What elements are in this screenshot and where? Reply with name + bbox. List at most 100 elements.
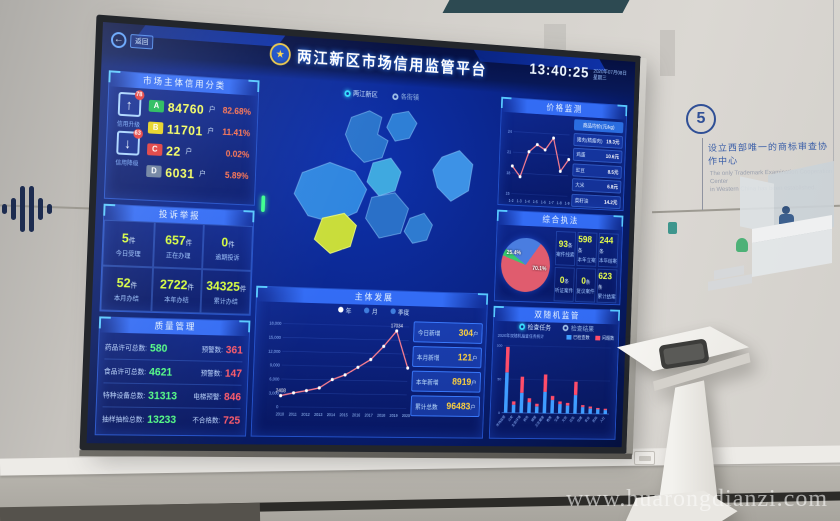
svg-text:1-3: 1-3 (517, 198, 523, 203)
stat-cell: 623条 累计结案 (596, 268, 618, 304)
svg-text:城管: 城管 (530, 414, 537, 422)
svg-text:3,000: 3,000 (269, 390, 280, 395)
complaint-stat: 34325件 累计办结 (200, 268, 252, 315)
stat-cell: 0条 听证案件 (553, 267, 575, 302)
stat-cell: 244条 本年结案 (597, 232, 619, 268)
entity-development-panel: 主体发展 年 月 季度 0 3,000 6,000 9,000 12,000 15,000… (250, 285, 489, 439)
quality-row: 抽样抽检总数: 13233 不合格数: 725 (101, 413, 241, 427)
svg-text:住建: 住建 (576, 415, 583, 423)
center-column: 两江新区 各街镇 (250, 81, 496, 439)
complaints-panel: 投诉举报 5件 今日受理 657件 正在办理 0件 逾期投诉 (99, 204, 255, 316)
legend-checked[interactable]: 已检查数 (566, 334, 590, 341)
price-row[interactable]: 菜籽油 14.2元 (571, 193, 621, 209)
complaint-stat: 657件 正在办理 (152, 222, 205, 269)
svg-text:1-7: 1-7 (549, 200, 555, 205)
svg-text:1-9: 1-9 (565, 201, 571, 206)
stat-pill: 本年新增 8919户 (411, 370, 482, 393)
svg-text:2019: 2019 (389, 413, 398, 418)
wall-line (702, 138, 703, 210)
svg-text:2011: 2011 (289, 412, 298, 417)
price-row[interactable]: 大米 6.8元 (571, 178, 622, 194)
svg-text:2408: 2408 (276, 388, 287, 394)
complaint-stat: 52件 本月办结 (100, 265, 153, 312)
radio-dot-icon (519, 323, 526, 331)
svg-text:1-8: 1-8 (557, 200, 563, 205)
development-stats: 今日新增 304户 本月新增 121户 本年新增 8919户 累计总数 96483户 (410, 318, 483, 421)
svg-text:2012: 2012 (301, 412, 310, 417)
svg-text:100: 100 (497, 343, 504, 348)
mural-accent (668, 222, 677, 234)
price-row[interactable]: 鸡蛋 10.6元 (572, 147, 623, 164)
left-column: 市场主体信用分类 ↑ 78 信用升级 ↓ 63 (94, 70, 260, 437)
svg-text:农业: 农业 (584, 415, 591, 423)
down-arrow-icon: ↓ (124, 135, 132, 152)
svg-text:2016: 2016 (352, 413, 361, 418)
svg-text:应急: 应急 (568, 415, 575, 423)
svg-text:1-2: 1-2 (508, 198, 514, 203)
grade-badge: A (148, 99, 165, 113)
upgrade-badge: 78 (134, 89, 145, 101)
map-toggle-streets[interactable]: 各街镇 (391, 91, 419, 102)
price-list: 商品均价(元/kg) 猪肉(精瘦肉) 19.3元 鸡蛋 10.6元 豇豆 8.5元 大… (571, 119, 624, 210)
legend-quarter[interactable]: 季度 (389, 306, 410, 316)
up-arrow-icon: ↑ (125, 96, 133, 113)
svg-text:民政: 民政 (591, 415, 598, 423)
svg-text:18,000: 18,000 (269, 321, 282, 326)
price-list-header: 商品均价(元/kg) (573, 119, 624, 134)
radio-dot-icon (343, 89, 351, 97)
svg-text:6,000: 6,000 (269, 376, 280, 381)
enforcement-stats: 93条 案件线索 598条 本年立案 244条 本年结案 0条 听证案件 0条 复议案件 … (553, 230, 619, 304)
svg-text:15: 15 (505, 191, 510, 196)
legend-year[interactable]: 年 (337, 305, 352, 315)
price-row[interactable]: 豇豆 8.5元 (572, 162, 622, 179)
legend-dot-icon (389, 308, 396, 315)
downgrade-badge: 63 (132, 128, 143, 139)
price-monitor-panel: 价格监测 15 18 21 24 1-2 1-3 1-4 1-5 1-6 1-7 1-8 1-9 商品… (497, 96, 628, 212)
stat-cell: 598条 本年立案 (576, 231, 598, 267)
svg-text:2020: 2020 (402, 413, 411, 418)
svg-text:24: 24 (508, 129, 513, 134)
credit-grade-row: D 6031 户 5.89% (146, 160, 252, 187)
map-toggle-district[interactable]: 两江新区 (343, 88, 378, 100)
wall-note-number: 5 (686, 104, 716, 134)
watermark: www.huarongdianzi.com (565, 486, 828, 512)
emblem-icon: ★ (269, 41, 292, 66)
complaint-stat: 5件 今日受理 (102, 220, 155, 268)
legend-dot-icon (363, 307, 370, 314)
upgrade-label: 信用升级 (116, 121, 141, 129)
svg-text:9,000: 9,000 (270, 362, 281, 367)
page-title: 两江新区市场信用监管平台 (296, 49, 488, 79)
wall-note: 5 设立西部唯一的商标审查协作中心 The only Trademark Exa… (686, 104, 836, 193)
inspection-result-toggle[interactable]: 检查结果 (562, 323, 594, 333)
stat-cell: 0条 复议案件 (575, 267, 597, 303)
weekday-display: 星期三 (593, 74, 607, 82)
svg-text:18: 18 (506, 170, 511, 175)
svg-text:0: 0 (276, 404, 279, 409)
legend-dot-icon (337, 306, 344, 313)
quality-row: 药品许可总数: 580 预警数: 361 (104, 335, 244, 363)
quality-panel: 质量管理 药品许可总数: 580 预警数: 361 食品许可总数: 4621 预警数:… (94, 316, 251, 437)
price-row[interactable]: 猪肉(精瘦肉) 19.3元 (573, 132, 623, 149)
stat-pill: 今日新增 304户 (413, 321, 483, 344)
legend-swatch-icon (566, 334, 572, 340)
inspection-task-toggle[interactable]: 检查任务 (519, 322, 551, 332)
svg-text:2014: 2014 (327, 412, 336, 417)
legend-month[interactable]: 月 (363, 306, 378, 316)
complaint-stat: 2722件 本年办结 (151, 267, 203, 314)
radio-dot-icon (391, 92, 399, 100)
svg-text:税务: 税务 (522, 414, 529, 423)
credit-downgrade-button[interactable]: ↓ 63 (115, 128, 143, 156)
random-inspection-panel: 双随机监管 检查任务 检查结果 2020年双随机抽查任务统计 已检查数 问题数 … (488, 305, 621, 440)
svg-text:人社: 人社 (599, 415, 606, 423)
soundwave-logo (2, 186, 52, 232)
credit-classification-panel: 市场主体信用分类 ↑ 78 信用升级 ↓ 63 (103, 70, 260, 207)
stat-cell: 93条 案件线索 (554, 230, 577, 266)
complaint-stat: 0件 逾期投诉 (202, 224, 254, 271)
svg-text:卫生健康: 卫生健康 (534, 414, 545, 428)
district-map[interactable] (260, 95, 491, 293)
stat-pill: 本月新增 121户 (412, 345, 482, 369)
enforcement-panel: 综合执法 25.4% 70.1% 93条 案件线索 598条 本年立案 244条 本年… (493, 209, 624, 306)
svg-text:公安: 公安 (507, 414, 514, 423)
credit-upgrade-button[interactable]: ↑ 78 (117, 89, 145, 118)
grade-badge: B (147, 121, 164, 135)
